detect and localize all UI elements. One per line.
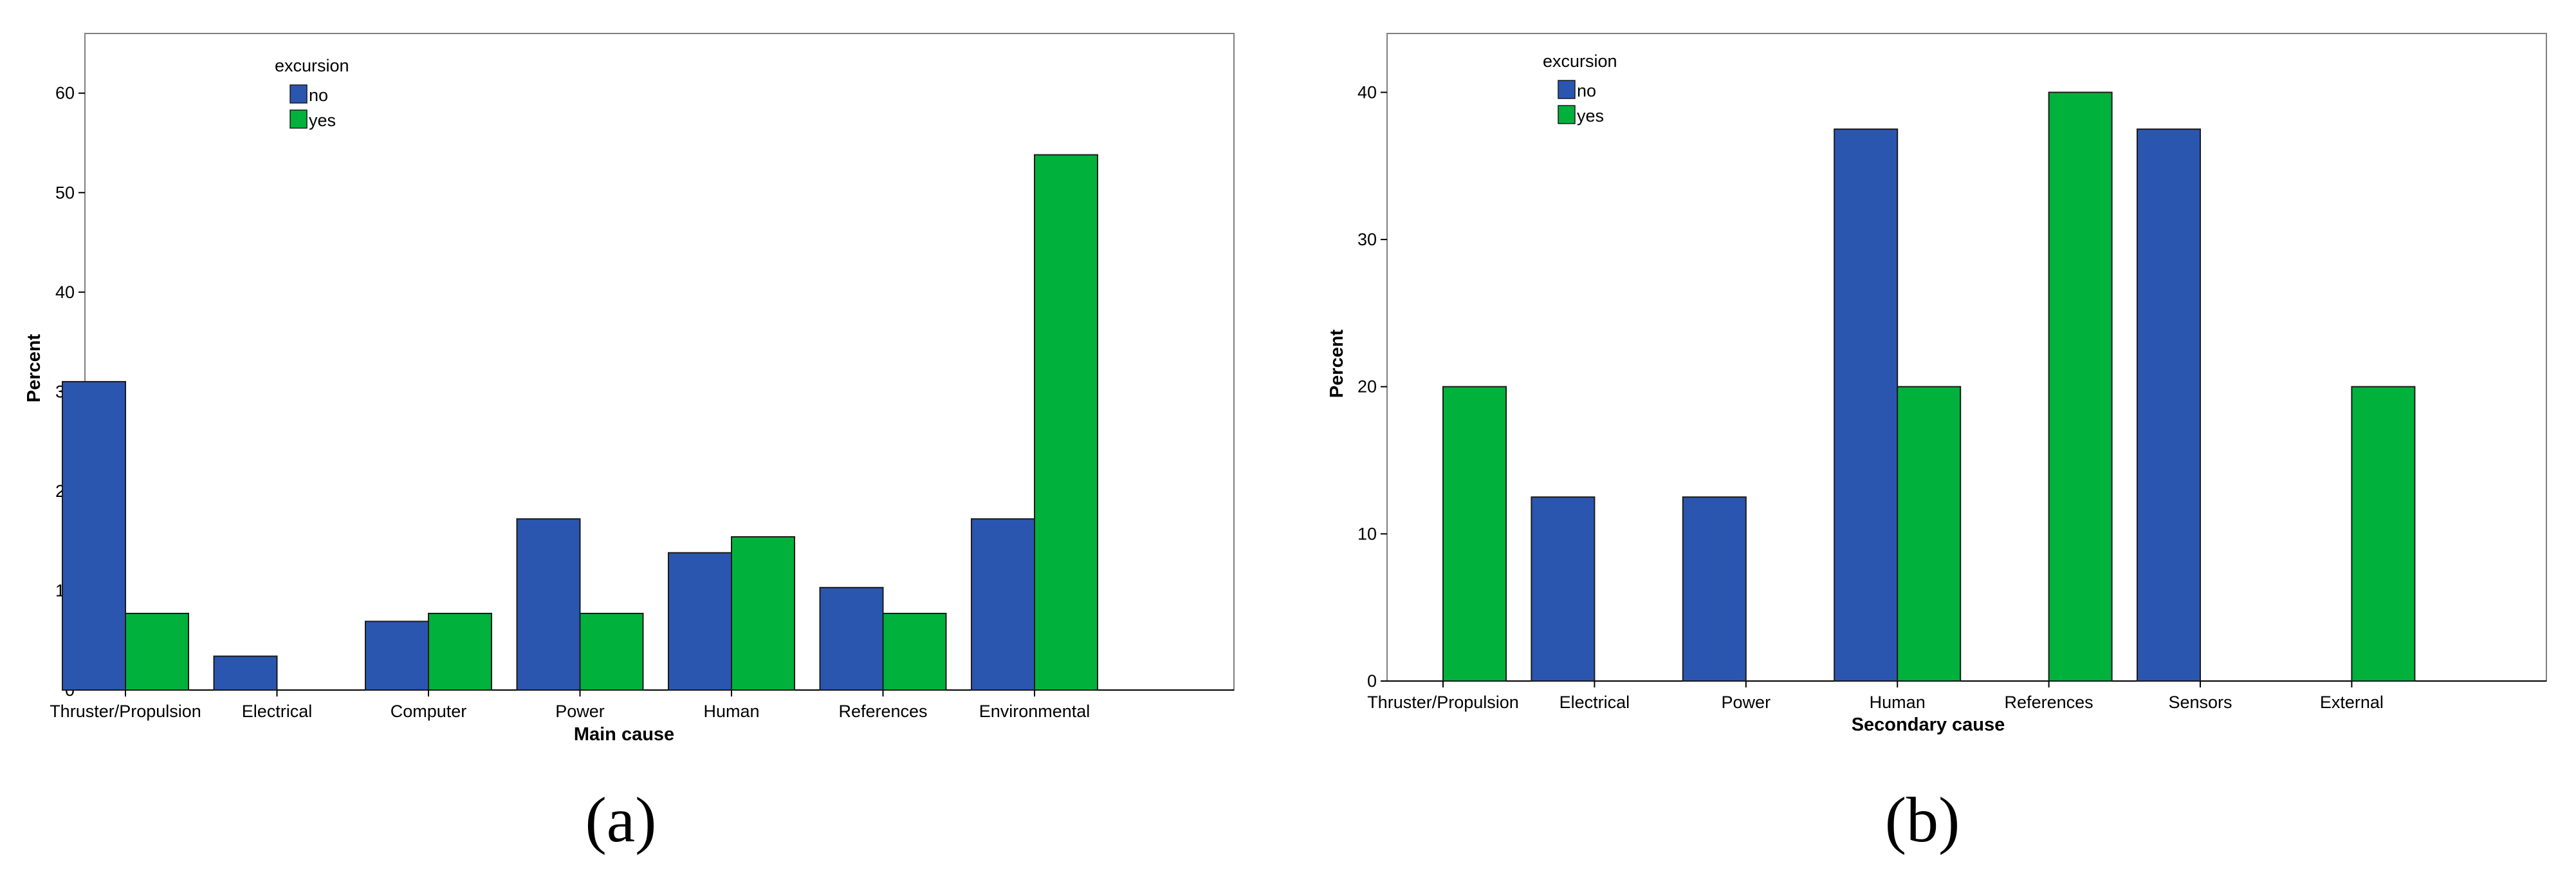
y-tick-label-b-30: 30 [1357, 230, 1377, 249]
y-tick-label-a-50: 50 [55, 183, 75, 202]
y-tick-label-b-0: 0 [1367, 671, 1377, 691]
bar-a-yes-3 [579, 613, 644, 691]
panel-label-b: (b) [1885, 784, 1960, 855]
bar-a-yes-2 [428, 613, 492, 691]
bar-a-yes-4 [731, 536, 795, 691]
x-tick-label-a-1: Electrical [242, 702, 313, 721]
bar-b-no-1 [1531, 496, 1596, 682]
bar-b-no-2 [1682, 496, 1747, 682]
x-tick-label-b-6: External [2320, 693, 2384, 712]
x-axis-title-a: Main cause [574, 724, 674, 745]
bar-b-no-3 [1834, 128, 1899, 682]
x-axis-title-b: Secondary cause [1852, 715, 2005, 735]
x-tick-label-b-3: Human [1870, 693, 1926, 712]
bar-a-no-1 [213, 655, 278, 691]
chart-a: 0102030405060Thruster/PropulsionElectric… [24, 33, 1235, 855]
bar-b-yes-4 [2048, 91, 2113, 682]
legend-title-a: excursion [275, 56, 349, 75]
bar-a-yes-6 [1034, 154, 1098, 691]
bar-a-no-4 [668, 552, 732, 691]
legend-title-b: excursion [1543, 51, 1617, 71]
y-axis-title-a: Percent [24, 333, 44, 402]
panel-label-a: (a) [585, 784, 657, 855]
x-tick-label-a-6: Environmental [979, 702, 1090, 721]
x-tick-label-a-2: Computer [391, 702, 467, 721]
legend-swatch-b-no [1558, 80, 1576, 99]
legend-label-b-yes: yes [1577, 106, 1604, 126]
bar-b-no-5 [2137, 128, 2201, 682]
legend-swatch-b-yes [1558, 105, 1576, 124]
x-tick-label-b-5: Sensors [2168, 693, 2232, 712]
bar-a-no-0 [62, 380, 126, 691]
legend-swatch-a-yes [290, 109, 308, 129]
x-tick-label-b-4: References [2005, 693, 2093, 712]
legend-swatch-a-no [290, 84, 308, 104]
bar-a-no-6 [971, 518, 1035, 691]
bar-a-no-2 [365, 621, 429, 691]
bar-b-yes-3 [1897, 386, 1962, 682]
legend-label-a-no: no [309, 86, 328, 105]
x-tick-label-b-0: Thruster/Propulsion [1367, 693, 1519, 712]
y-tick-label-b-40: 40 [1357, 82, 1377, 102]
bar-b-yes-0 [1442, 386, 1507, 682]
bar-b-yes-6 [2351, 386, 2416, 682]
bar-a-yes-5 [882, 613, 947, 691]
x-tick-label-b-1: Electrical [1559, 693, 1630, 712]
x-tick-label-a-3: Power [555, 702, 605, 721]
bar-a-yes-0 [125, 613, 189, 691]
x-tick-label-a-5: References [838, 702, 927, 721]
bar-a-no-3 [516, 518, 581, 691]
chart-b: 0 10 20 30 40 Thruster/Propulsion Electrical Po… [1327, 33, 2547, 855]
y-tick-label-a-40: 40 [55, 283, 75, 302]
x-tick-label-a-4: Human [703, 702, 759, 721]
x-tick-label-b-2: Power [1722, 693, 1771, 712]
legend-label-a-yes: yes [309, 111, 336, 130]
legend-label-b-no: no [1577, 81, 1596, 100]
y-axis-title-b: Percent [1327, 329, 1347, 398]
bar-a-no-5 [819, 586, 884, 691]
x-tick-label-a-0: Thruster/Propulsion [50, 702, 201, 721]
y-tick-label-b-20: 20 [1357, 377, 1377, 397]
y-tick-label-a-60: 60 [55, 84, 75, 103]
y-tick-label-b-10: 10 [1357, 524, 1377, 543]
